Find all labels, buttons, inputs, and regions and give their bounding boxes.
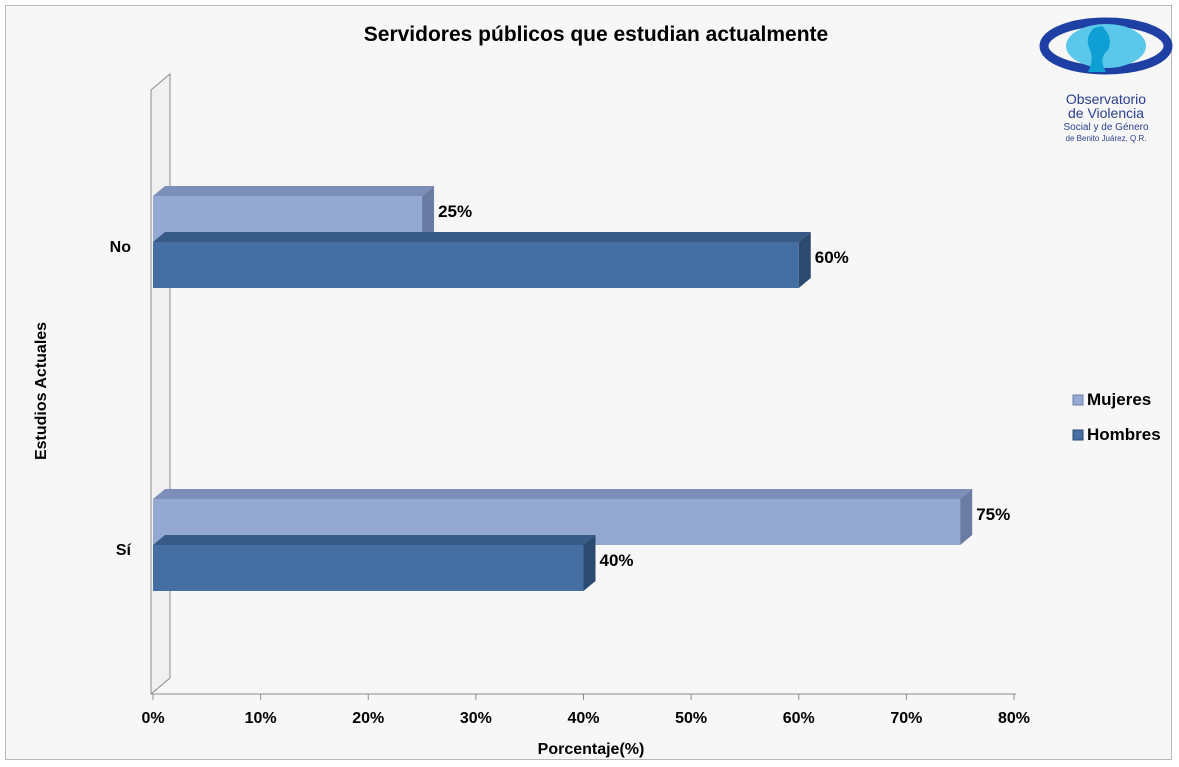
data-label: 75% xyxy=(976,505,1010,524)
chart-frame: Servidores públicos que estudian actualm… xyxy=(5,5,1173,760)
logo-line2: de Violencia xyxy=(1068,105,1144,121)
logo-profile-icon xyxy=(1087,26,1110,72)
plot-side-wall xyxy=(150,72,171,696)
x-tick-label: 40% xyxy=(567,710,599,727)
observatorio-logo: Observatorio de Violencia Social y de Gé… xyxy=(1039,17,1173,143)
bar-top-face xyxy=(153,489,973,499)
bar-hombres xyxy=(153,242,799,288)
chart-title: Servidores públicos que estudian actualm… xyxy=(364,23,828,46)
bar-end-face xyxy=(583,535,596,591)
x-tick-label: 80% xyxy=(998,710,1030,727)
y-category-label: No xyxy=(110,239,132,256)
logo-line4: de Benito Juárez, Q.R. xyxy=(1066,134,1147,143)
bar-top-face xyxy=(153,232,811,242)
y-axis: No Sí xyxy=(110,239,132,559)
x-tick-label: 20% xyxy=(352,710,384,727)
data-label: 60% xyxy=(815,248,849,267)
y-axis-title: Estudios Actuales xyxy=(33,322,50,460)
bar-end-face xyxy=(798,232,811,288)
bars-group xyxy=(153,186,973,591)
x-axis-title: Porcentaje(%) xyxy=(538,741,645,758)
bar-chart: Servidores públicos que estudian actualm… xyxy=(33,17,1173,758)
data-labels-group: 25% 60% 75% 40% xyxy=(438,202,1010,570)
x-tick-label: 50% xyxy=(675,710,707,727)
x-tick-label: 30% xyxy=(460,710,492,727)
legend: Mujeres Hombres xyxy=(1072,390,1161,444)
bar-hombres xyxy=(153,545,584,591)
data-label: 40% xyxy=(600,551,634,570)
logo-line1: Observatorio xyxy=(1066,91,1146,107)
bar-end-face xyxy=(422,186,435,242)
x-tick-label: 70% xyxy=(890,710,922,727)
bar-end-face xyxy=(960,489,973,545)
legend-swatch xyxy=(1072,429,1084,441)
y-category-label: Sí xyxy=(116,542,132,559)
data-label: 25% xyxy=(438,202,472,221)
x-tick-label: 0% xyxy=(141,710,164,727)
legend-swatch xyxy=(1072,394,1084,406)
bar-top-face xyxy=(153,186,435,196)
logo-line3: Social y de Género xyxy=(1063,122,1148,133)
x-tick-label: 10% xyxy=(245,710,277,727)
x-tick-label: 60% xyxy=(783,710,815,727)
legend-label: Hombres xyxy=(1087,425,1161,444)
x-axis: 0% 10% 20% 30% 40% 50% 60% 70% 80% xyxy=(141,694,1030,727)
bar-top-face xyxy=(153,535,596,545)
logo-ring-icon xyxy=(1039,17,1173,75)
legend-label: Mujeres xyxy=(1087,390,1151,409)
